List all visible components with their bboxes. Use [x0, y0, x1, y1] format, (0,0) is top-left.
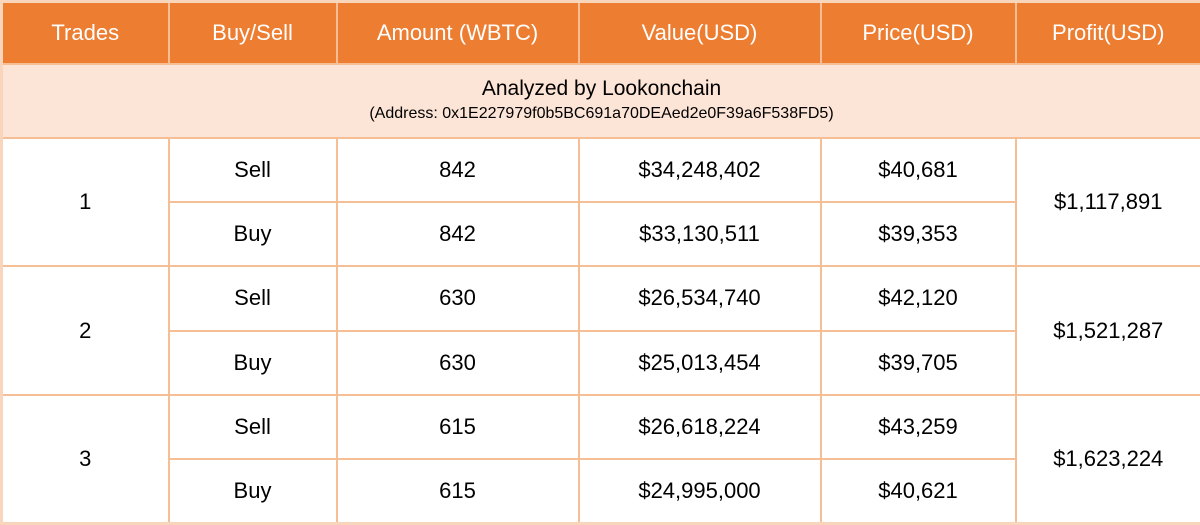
side-cell: Sell: [167, 265, 338, 332]
column-header-amount: Amount (WBTC): [335, 0, 580, 65]
column-header-trades: Trades: [0, 0, 170, 65]
price-cell: $42,120: [819, 265, 1017, 332]
table-row: Buy 630 $25,013,454 $39,705: [2, 329, 1200, 396]
table-row: 1 Sell 842 $34,248,402 $40,681 $1,117,89…: [0, 136, 1200, 268]
price-cell: $40,621: [819, 458, 1017, 525]
table-row: Buy 842 $33,130,511 $39,353: [2, 201, 1200, 268]
value-cell: $33,130,511: [577, 201, 822, 268]
table-row: Buy 615 $24,995,000 $40,621: [2, 458, 1200, 525]
profit-cell: $1,623,224: [1014, 393, 1200, 525]
analysis-banner-row: Analyzed by Lookonchain (Address: 0x1E22…: [0, 62, 1200, 139]
analysis-title: Analyzed by Lookonchain: [481, 77, 722, 101]
side-cell: Buy: [167, 201, 338, 268]
value-cell: $34,248,402: [577, 136, 822, 204]
price-cell: $39,353: [819, 201, 1017, 268]
trade-number-cell: 1: [0, 136, 170, 268]
column-header-profit: Profit(USD): [1014, 0, 1200, 65]
table-header-row: Trades Buy/Sell Amount (WBTC) Value(USD)…: [0, 0, 1200, 65]
column-header-buysell: Buy/Sell: [167, 0, 338, 65]
profit-cell: $1,521,287: [1014, 265, 1200, 396]
table-row: 3 Sell 615 $26,618,224 $43,259 $1,623,22…: [0, 393, 1200, 525]
trade-number-cell: 2: [0, 265, 170, 396]
table-row: 2 Sell 630 $26,534,740 $42,120 $1,521,28…: [0, 265, 1200, 396]
column-header-price: Price(USD): [819, 0, 1017, 65]
amount-cell: 630: [335, 265, 580, 332]
side-cell: Sell: [167, 136, 338, 204]
amount-cell: 615: [335, 458, 580, 525]
value-cell: $25,013,454: [577, 329, 822, 396]
amount-cell: 842: [335, 201, 580, 268]
price-cell: $43,259: [819, 393, 1017, 461]
side-cell: Buy: [167, 329, 338, 396]
side-cell: Sell: [167, 393, 338, 461]
price-cell: $39,705: [819, 329, 1017, 396]
amount-cell: 842: [335, 136, 580, 204]
value-cell: $26,534,740: [577, 265, 822, 332]
analysis-banner-cell: Analyzed by Lookonchain (Address: 0x1E22…: [0, 62, 1200, 139]
value-cell: $26,618,224: [577, 393, 822, 461]
profit-cell: $1,117,891: [1014, 136, 1200, 268]
amount-cell: 615: [335, 393, 580, 461]
price-cell: $40,681: [819, 136, 1017, 204]
side-cell: Buy: [167, 458, 338, 525]
amount-cell: 630: [335, 329, 580, 396]
trade-number-cell: 3: [0, 393, 170, 525]
column-header-value: Value(USD): [577, 0, 822, 65]
value-cell: $24,995,000: [577, 458, 822, 525]
analysis-address: (Address: 0x1E227979f0b5BC691a70DEAed2e0…: [369, 105, 834, 123]
